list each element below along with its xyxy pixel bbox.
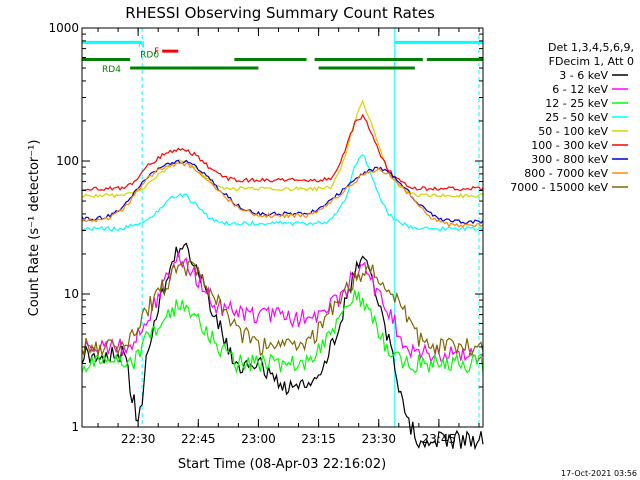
- x-axis: 22:30 22:45 23:00 23:15 23:30 23:45: [97, 28, 480, 446]
- series-line-4: [81, 99, 484, 199]
- legend-entry-label: 6 - 12 keV: [552, 83, 608, 96]
- y-axis: 1 10 100 1000: [48, 21, 483, 434]
- x-axis-label: Start Time (08-Apr-03 22:16:02): [178, 457, 386, 472]
- state-bar-label: N: [138, 40, 145, 50]
- series-line-3: [82, 154, 484, 232]
- state-bar-label: RD0: [140, 50, 159, 60]
- x-tick-label: 23:45: [422, 432, 457, 446]
- legend-entry-label: 7000 - 15000 keV: [510, 181, 608, 194]
- mode-vertical-lines: [81, 28, 480, 427]
- series-line-1: [81, 251, 484, 365]
- series-line-2: [81, 289, 484, 374]
- y-tick-label: 100: [56, 154, 79, 168]
- legend-entry-label: 25 - 50 keV: [545, 111, 608, 124]
- series-line-0: [81, 242, 484, 451]
- y-tick-label: 10: [64, 287, 79, 301]
- y-tick-label: 1000: [48, 21, 79, 35]
- series-line-5: [81, 113, 484, 192]
- x-tick-label: 23:30: [361, 432, 396, 446]
- state-bar-label: RD4: [102, 65, 121, 75]
- legend-entry-label: 100 - 300 keV: [531, 139, 608, 152]
- legend-entry-label: 3 - 6 keV: [559, 69, 608, 82]
- footer-timestamp: 17-Oct-2021 03:56: [561, 469, 637, 478]
- legend: Det 1,3,4,5,6,9,FDecim 1, Att 03 - 6 keV…: [510, 41, 634, 194]
- legend-entry-label: 300 - 800 keV: [531, 153, 608, 166]
- legend-entry-label: 12 - 25 keV: [545, 97, 608, 110]
- legend-entry-label: 800 - 7000 keV: [524, 167, 608, 180]
- legend-header-line: Det 1,3,4,5,6,9,: [548, 41, 634, 54]
- x-tick-label: 23:00: [241, 432, 276, 446]
- legend-entry-label: 50 - 100 keV: [538, 125, 608, 138]
- series-line-8: [81, 259, 484, 358]
- plot-frame: [81, 27, 484, 428]
- series-line-7: [81, 162, 484, 228]
- x-tick-label: 22:30: [121, 432, 156, 446]
- x-tick-label: 23:15: [301, 432, 336, 446]
- x-tick-label: 22:45: [181, 432, 216, 446]
- legend-header-line: FDecim 1, Att 0: [549, 55, 634, 68]
- state-bar-label: F: [154, 47, 159, 57]
- y-tick-label: 1: [71, 420, 79, 434]
- y-axis-label: Count Rate (s⁻¹ detector⁻¹): [27, 140, 42, 317]
- chart-title: RHESSI Observing Summary Count Rates: [125, 4, 435, 22]
- series-layer: [81, 99, 484, 451]
